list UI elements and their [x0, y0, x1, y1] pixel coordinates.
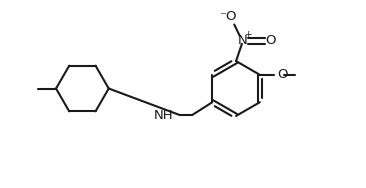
Text: +: + [244, 30, 252, 39]
Text: O: O [265, 34, 275, 47]
Text: NH: NH [153, 108, 173, 121]
Text: O: O [277, 68, 288, 81]
Text: ⁻O: ⁻O [219, 10, 236, 23]
Text: N: N [238, 34, 247, 47]
